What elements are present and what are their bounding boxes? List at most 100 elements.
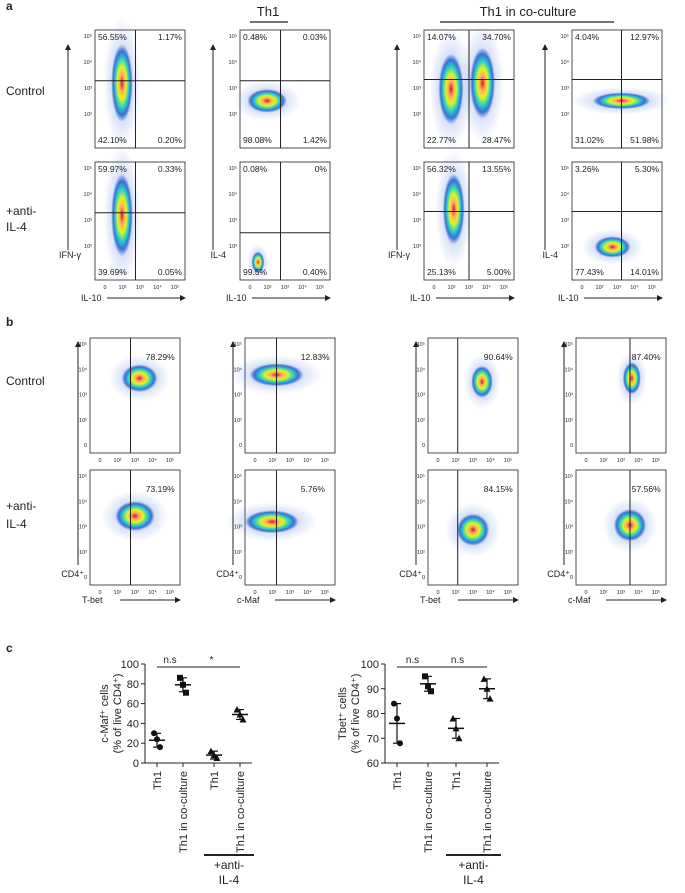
- y-tick-label: 10⁵: [229, 33, 237, 40]
- y-tick-label: 10²: [234, 418, 242, 424]
- x-tick-label: 0: [253, 590, 256, 596]
- quadrant-percent: 1.17%: [158, 32, 183, 42]
- x-tick-label: 0: [436, 590, 439, 596]
- quadrant-percent: 0.08%: [243, 164, 268, 174]
- y-tick-label: 10⁴: [561, 59, 570, 66]
- quadrant-percent: 98.08%: [243, 135, 272, 145]
- y-tick-label: 80: [127, 679, 139, 691]
- y-tick-label: 10⁴: [84, 59, 93, 66]
- y-axis-label: CD4⁺: [216, 569, 239, 579]
- x-tick-label: 10⁴: [303, 589, 312, 596]
- x-axis-label: IL-10: [226, 293, 247, 303]
- y-tick-label: 10²: [79, 418, 87, 424]
- x-axis-label: IL-10: [410, 293, 431, 303]
- quadrant-percent: 0.05%: [158, 267, 183, 277]
- quadrant-percent: 39.69%: [98, 267, 127, 277]
- significance-label: n.s: [163, 655, 176, 666]
- quadrant-percent: 14.01%: [630, 267, 659, 277]
- y-tick-label: 10³: [417, 525, 425, 531]
- y-tick-label: 10³: [234, 525, 242, 531]
- y-tick-label: 10³: [229, 218, 237, 224]
- y-tick-label: 10³: [565, 525, 573, 531]
- y-tick-label: 10³: [565, 393, 573, 399]
- quadrant-percent: 34.70%: [482, 32, 511, 42]
- quadrant-percent: 14.07%: [427, 32, 456, 42]
- density-blob: [594, 236, 631, 258]
- density-blob: [245, 510, 299, 534]
- y-tick-label: 10³: [561, 86, 569, 92]
- density-blob: [115, 501, 155, 531]
- y-tick-label: 10⁴: [413, 191, 422, 198]
- y-tick-label: 10⁵: [417, 341, 425, 348]
- y-tick-label: 10²: [561, 112, 569, 118]
- x-tick-label: Th1 in co-culture: [482, 771, 494, 853]
- y-tick-label: 10⁴: [79, 498, 88, 505]
- x-tick-label: 0: [584, 590, 587, 596]
- panel-label: b: [6, 315, 13, 329]
- quadrant-percent: 0%: [315, 164, 328, 174]
- x-tick-label: 10⁴: [298, 284, 307, 291]
- y-tick-label: 10²: [413, 112, 421, 118]
- y-tick-label: 10²: [417, 550, 425, 556]
- y-tick-label: 10⁴: [561, 191, 570, 198]
- x-tick-label: 10⁴: [630, 284, 639, 291]
- x-tick-label: 10⁵: [504, 589, 512, 596]
- x-tick-label: 0: [98, 590, 101, 596]
- y-tick-label: 0: [422, 443, 425, 449]
- x-tick-label: 10⁵: [652, 589, 660, 596]
- column-header: Th1: [257, 4, 279, 19]
- y-axis-label: IFN-γ: [388, 250, 410, 260]
- x-tick-label: 10²: [269, 458, 277, 464]
- quadrant-percent: 1.42%: [303, 135, 328, 145]
- y-tick-label: 10⁴: [234, 498, 243, 505]
- quadrant-percent: 42.10%: [98, 135, 127, 145]
- y-tick-label: 10³: [413, 218, 421, 224]
- y-tick-label: 10⁵: [234, 341, 242, 348]
- y-tick-label: 100: [121, 659, 139, 671]
- y-tick-label: 10³: [79, 393, 87, 399]
- y-tick-label: 10³: [229, 86, 237, 92]
- group-label: IL-4: [219, 873, 240, 887]
- x-tick-label: 10³: [286, 590, 294, 596]
- gate-percent: 57.56%: [632, 484, 661, 494]
- y-tick-label: 10⁴: [229, 59, 238, 66]
- quadrant-percent: 22.77%: [427, 135, 456, 145]
- row-label: IL-4: [6, 517, 27, 531]
- y-tick-label: 10⁴: [84, 191, 93, 198]
- y-tick-label: 10³: [79, 525, 87, 531]
- x-tick-label: 0: [253, 458, 256, 464]
- y-tick-label: 10²: [413, 244, 421, 250]
- y-axis-label: CD4⁺: [399, 569, 422, 579]
- x-tick-label: 10³: [131, 590, 139, 596]
- y-tick-label: 60: [127, 699, 139, 711]
- y-tick-label: 10⁵: [84, 165, 92, 172]
- quadrant-percent: 0.33%: [158, 164, 183, 174]
- x-tick-label: 10²: [119, 285, 127, 291]
- x-axis-label: c-Maf: [237, 595, 260, 605]
- y-tick-label: 10⁵: [234, 473, 242, 480]
- x-tick-label: 0: [432, 285, 435, 291]
- group-label: +anti-: [214, 858, 244, 872]
- x-tick-label: 10³: [617, 590, 625, 596]
- x-tick-label: 10⁴: [148, 589, 157, 596]
- y-tick-label: 10⁵: [79, 473, 87, 480]
- y-tick-label: 100: [361, 659, 379, 671]
- y-axis-label: IFN-γ: [59, 250, 81, 260]
- y-axis-label: IL-4: [542, 250, 558, 260]
- y-tick-label: 10³: [84, 218, 92, 224]
- quadrant-percent: 56.32%: [427, 164, 456, 174]
- y-tick-label: 10²: [84, 112, 92, 118]
- x-tick-label: 10⁵: [166, 589, 174, 596]
- quadrant-percent: 0.40%: [303, 267, 328, 277]
- data-point: [183, 689, 189, 696]
- y-tick-label: 10⁴: [565, 498, 574, 505]
- y-tick-label: 90: [367, 684, 379, 696]
- y-tick-label: 10⁴: [229, 191, 238, 198]
- y-tick-label: 10²: [417, 418, 425, 424]
- x-tick-label: 10⁵: [321, 589, 329, 596]
- row-label: IL-4: [6, 220, 27, 234]
- y-tick-label: 10²: [234, 550, 242, 556]
- x-tick-label: 10²: [600, 458, 608, 464]
- density-blob: [438, 53, 464, 125]
